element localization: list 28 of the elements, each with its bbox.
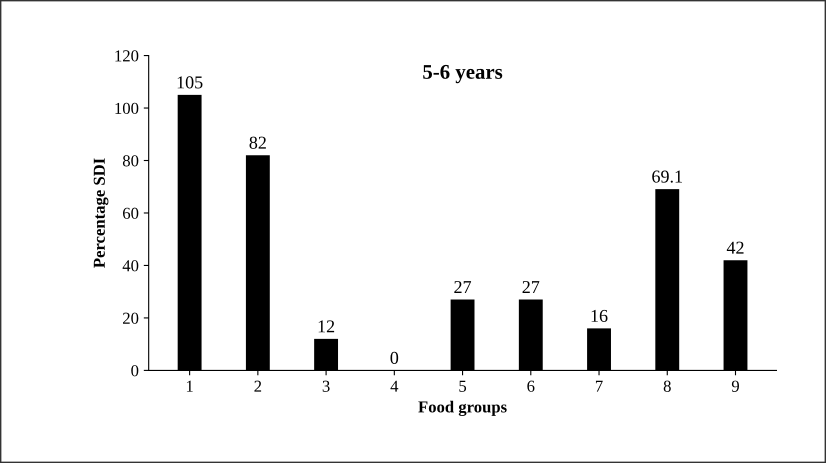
y-axis-title: Percentage SDI xyxy=(94,158,108,268)
x-tick-label: 9 xyxy=(732,380,739,392)
data-label: 27 xyxy=(522,280,540,293)
y-tick-label: 40 xyxy=(122,260,138,272)
x-tick-label: 8 xyxy=(664,380,671,392)
x-tick-label: 2 xyxy=(254,380,262,392)
data-label: 16 xyxy=(592,310,608,322)
y-tick-label: 20 xyxy=(123,312,138,324)
x-tick-label: 3 xyxy=(322,380,330,392)
x-tick-label: 7 xyxy=(596,380,603,392)
x-tick-label: 4 xyxy=(390,380,398,392)
y-tick-label: 120 xyxy=(115,50,138,62)
data-label: 82 xyxy=(250,136,266,149)
x-axis-title: Food groups xyxy=(418,400,507,416)
data-label: 0 xyxy=(390,352,398,364)
x-tick-label: 6 xyxy=(527,380,534,392)
y-tick-label: 0 xyxy=(131,365,138,376)
x-tick-label: 5 xyxy=(459,380,466,392)
data-label: 105 xyxy=(178,76,202,88)
y-tick-label: 80 xyxy=(122,155,138,166)
data-label: 27 xyxy=(454,280,472,293)
data-label: 69.1 xyxy=(652,170,682,183)
data-label: 12 xyxy=(318,320,334,332)
data-label: 42 xyxy=(726,242,744,254)
chart-title: 5-6 years xyxy=(423,64,502,84)
x-tick-label: 1 xyxy=(186,380,193,392)
y-tick-label: 60 xyxy=(123,208,138,219)
y-tick-label: 100 xyxy=(115,102,138,114)
